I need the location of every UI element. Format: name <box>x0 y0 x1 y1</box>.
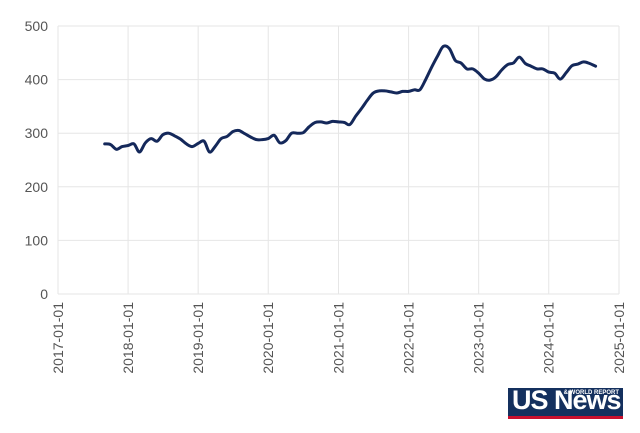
y-tick-label: 300 <box>25 125 49 141</box>
x-tick-label: 2020-01-01 <box>260 302 276 374</box>
y-tick-label: 400 <box>25 72 49 88</box>
x-tick-label: 2021-01-01 <box>331 302 347 374</box>
x-tick-label: 2018-01-01 <box>120 302 136 374</box>
x-axis-tick-labels: 2017-01-01 2018-01-01 2019-01-01 2020-01-01… <box>50 302 627 374</box>
series-line <box>103 44 598 154</box>
x-tick-label: 2017-01-01 <box>50 302 66 374</box>
y-axis-tick-labels: 0 100 200 300 400 500 <box>25 18 49 302</box>
y-tick-label: 0 <box>40 286 48 302</box>
series-group <box>103 44 598 154</box>
y-gridlines <box>58 25 619 295</box>
x-tick-label: 2023-01-01 <box>471 302 487 374</box>
y-tick-label: 100 <box>25 232 49 248</box>
logo-subtext: & WORLD REPORT <box>563 390 619 396</box>
x-tick-label: 2019-01-01 <box>190 302 206 374</box>
logo-text: US News <box>512 385 622 415</box>
y-tick-label: 200 <box>25 179 49 195</box>
x-tick-label: 2025-01-01 <box>611 302 627 374</box>
x-tick-label: 2022-01-01 <box>401 302 417 374</box>
x-gridlines <box>57 26 620 294</box>
y-tick-label: 500 <box>25 18 49 34</box>
x-tick-label: 2024-01-01 <box>541 302 557 374</box>
usnews-logo: US News & WORLD REPORT <box>508 385 623 419</box>
